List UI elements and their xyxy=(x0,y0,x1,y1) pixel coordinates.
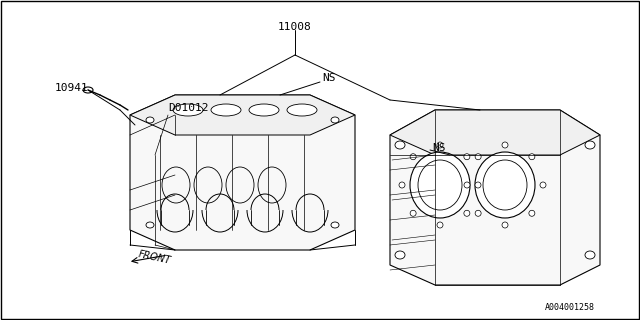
Text: NS: NS xyxy=(432,143,445,153)
Ellipse shape xyxy=(483,160,527,210)
Ellipse shape xyxy=(410,154,416,160)
Ellipse shape xyxy=(437,142,443,148)
Polygon shape xyxy=(390,110,600,155)
Polygon shape xyxy=(390,110,600,285)
Polygon shape xyxy=(130,95,355,135)
Ellipse shape xyxy=(464,182,470,188)
Text: NS: NS xyxy=(322,73,335,83)
Ellipse shape xyxy=(83,87,93,93)
Ellipse shape xyxy=(410,152,470,218)
Ellipse shape xyxy=(529,154,535,160)
Ellipse shape xyxy=(410,210,416,216)
Ellipse shape xyxy=(502,222,508,228)
Ellipse shape xyxy=(464,210,470,216)
Ellipse shape xyxy=(331,222,339,228)
Text: D01012: D01012 xyxy=(168,103,209,113)
Ellipse shape xyxy=(211,104,241,116)
Polygon shape xyxy=(130,95,355,250)
Ellipse shape xyxy=(146,117,154,123)
Ellipse shape xyxy=(437,222,443,228)
Ellipse shape xyxy=(331,117,339,123)
Ellipse shape xyxy=(475,210,481,216)
Ellipse shape xyxy=(540,182,546,188)
Ellipse shape xyxy=(475,182,481,188)
Ellipse shape xyxy=(249,104,279,116)
Ellipse shape xyxy=(585,141,595,149)
Ellipse shape xyxy=(287,104,317,116)
Ellipse shape xyxy=(395,251,405,259)
Text: 10941: 10941 xyxy=(54,83,88,93)
Ellipse shape xyxy=(146,222,154,228)
Ellipse shape xyxy=(464,154,470,160)
Text: FRONT: FRONT xyxy=(138,250,172,266)
Ellipse shape xyxy=(529,210,535,216)
Text: A004001258: A004001258 xyxy=(545,303,595,313)
Ellipse shape xyxy=(475,154,481,160)
Ellipse shape xyxy=(585,251,595,259)
Ellipse shape xyxy=(173,104,203,116)
Ellipse shape xyxy=(399,182,405,188)
Ellipse shape xyxy=(418,160,462,210)
Ellipse shape xyxy=(502,142,508,148)
Ellipse shape xyxy=(395,141,405,149)
Text: 11008: 11008 xyxy=(278,22,312,32)
Ellipse shape xyxy=(475,152,535,218)
